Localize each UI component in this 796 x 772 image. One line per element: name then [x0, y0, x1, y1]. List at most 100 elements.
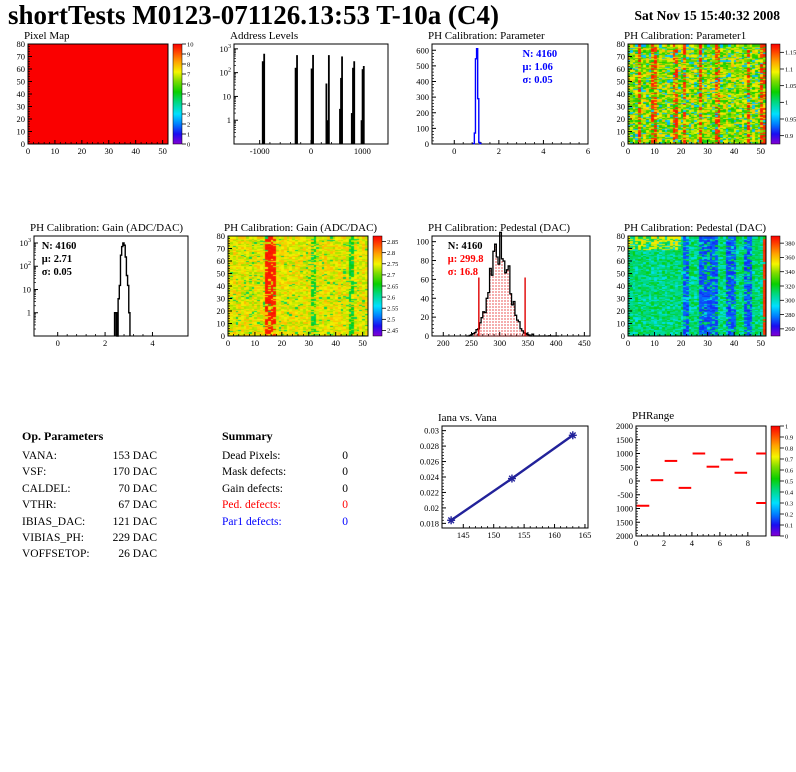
svg-text:70: 70 — [617, 52, 626, 62]
panel-ph-parameter1: PH Calibration: Parameter1 0 10 20 30 40 50 0 1… — [602, 30, 796, 158]
svg-text:450: 450 — [578, 338, 591, 348]
chart-title: PHRange — [632, 410, 675, 422]
svg-text:0: 0 — [425, 139, 429, 149]
svg-text:165: 165 — [579, 530, 592, 540]
chart-title: PH Calibration: Parameter — [428, 30, 545, 42]
svg-text:1.05: 1.05 — [785, 83, 796, 90]
iana-vs-vana-chart: 145 150 155 160 165 0.018 0.02 0.022 0.024 0.026 0… — [402, 412, 598, 542]
row-value: 170 DAC — [112, 466, 157, 479]
summary-row: Ped. defects: 0 — [222, 497, 348, 513]
row-label: Ped. defects: — [222, 499, 281, 512]
chart-canvas: 145 150 155 160 165 0.018 0.02 0.022 0.024 0.026 0… — [420, 425, 592, 540]
svg-text:0.024: 0.024 — [420, 472, 440, 482]
chart-canvas: 0 2 4 6 0 100 200 300 400 500 600 N: 4160 μ: 1.06 σ: … — [416, 43, 590, 156]
row-value: 153 DAC — [112, 450, 157, 462]
svg-text:20: 20 — [677, 146, 686, 156]
svg-text:10: 10 — [650, 338, 659, 348]
svg-text:2: 2 — [662, 538, 666, 548]
svg-text:80: 80 — [17, 39, 26, 49]
panel-ph-parameter: PH Calibration: Parameter 0 2 4 6 0 100 200 300… — [402, 30, 598, 158]
svg-text:500: 500 — [620, 462, 633, 472]
svg-text:0.4: 0.4 — [785, 489, 794, 496]
ph-parameter-chart: 0 2 4 6 0 100 200 300 400 500 600 N: 4160 μ: 1.06 σ: … — [402, 30, 598, 158]
chart-canvas: 0 10 20 30 40 50010203040506070802.452.52.552… — [217, 231, 399, 348]
svg-text:10: 10 — [617, 319, 626, 329]
svg-text:30: 30 — [703, 146, 712, 156]
summary-title: Summary — [222, 429, 273, 443]
svg-text:8: 8 — [746, 538, 750, 548]
panel-iana-vs-vana: Iana vs. Vana 145 150 155 160 165 0.018 0.02 0.… — [402, 412, 598, 542]
svg-text:80: 80 — [421, 256, 430, 266]
svg-text:0.6: 0.6 — [785, 467, 794, 474]
heatmap-cells — [228, 236, 368, 336]
svg-text:40: 40 — [421, 293, 430, 303]
chart-canvas: 200 250 300 350 400 450 0 20 40 60 80 100 N: 4160 μ: … — [416, 231, 591, 348]
svg-text:0.3: 0.3 — [785, 500, 793, 507]
svg-text:0.9: 0.9 — [785, 133, 793, 140]
svg-text:1: 1 — [187, 131, 190, 138]
svg-text:102: 102 — [19, 261, 31, 271]
op-parameters-block: Op. Parameters VANA: 153 DAC VSF: 170 DAC CA… — [22, 429, 157, 563]
svg-text:10: 10 — [51, 146, 60, 156]
svg-text:N: 4160: N: 4160 — [448, 241, 483, 252]
pedestal-hist-chart: 200 250 300 350 400 450 0 20 40 60 80 100 N: 4160 μ: … — [402, 222, 598, 350]
op-parameters-title: Op. Parameters — [22, 429, 104, 443]
colorbar — [770, 235, 781, 337]
svg-text:0.95: 0.95 — [785, 116, 796, 123]
parameter-row: VANA: 153 DAC — [22, 448, 157, 464]
svg-text:40: 40 — [331, 338, 340, 348]
svg-text:200: 200 — [416, 108, 429, 118]
svg-text:0.03: 0.03 — [424, 426, 439, 436]
panel-address-levels: Address Levels -1000 0 1000 1 10 102 103 — [202, 30, 398, 158]
row-value: 26 DAC — [118, 548, 157, 561]
parameter-row: CALDEL: 70 DAC — [22, 481, 157, 497]
svg-text:40: 40 — [617, 281, 626, 291]
panel-pixel-map: Pixel Map 0 10 20 30 40 50 0 10 20 30 40 50 60 70 80 0 1… — [2, 30, 198, 158]
svg-text:2.7: 2.7 — [387, 272, 396, 279]
svg-text:0: 0 — [634, 538, 638, 548]
svg-text:1000: 1000 — [616, 504, 633, 514]
chart-title: PH Calibration: Gain (ADC/DAC) — [224, 222, 378, 234]
svg-text:60: 60 — [617, 256, 626, 266]
svg-text:0.026: 0.026 — [420, 457, 439, 467]
svg-text:N: 4160: N: 4160 — [42, 241, 77, 252]
svg-text:40: 40 — [730, 338, 739, 348]
svg-text:2.8: 2.8 — [387, 250, 395, 257]
svg-text:0: 0 — [452, 146, 456, 156]
svg-text:20: 20 — [78, 146, 87, 156]
phrange-chart: 0 2 4 6 8 2000 1500 1000 500 0 -500 1000 1500 2000 0 0.… — [602, 410, 796, 552]
svg-text:0: 0 — [621, 331, 625, 341]
colorbar — [770, 43, 781, 145]
svg-text:-500: -500 — [617, 490, 633, 500]
chart-title: Pixel Map — [24, 30, 70, 42]
svg-text:80: 80 — [217, 231, 226, 241]
svg-text:200: 200 — [437, 338, 450, 348]
svg-text:1: 1 — [27, 308, 31, 318]
svg-text:103: 103 — [219, 44, 231, 54]
svg-text:40: 40 — [730, 146, 739, 156]
svg-text:2.5: 2.5 — [387, 317, 395, 324]
svg-text:380: 380 — [785, 240, 795, 247]
svg-text:0: 0 — [56, 338, 60, 348]
svg-text:1500: 1500 — [616, 435, 633, 445]
chart-title: PH Calibration: Pedestal (DAC) — [428, 222, 571, 234]
svg-text:N: 4160: N: 4160 — [522, 49, 557, 60]
svg-text:0: 0 — [621, 139, 625, 149]
svg-text:2.65: 2.65 — [387, 283, 398, 290]
svg-text:70: 70 — [617, 244, 626, 254]
svg-text:60: 60 — [17, 64, 26, 74]
svg-text:10: 10 — [17, 127, 26, 137]
svg-text:30: 30 — [617, 102, 626, 112]
svg-text:10: 10 — [217, 319, 226, 329]
svg-text:4: 4 — [150, 338, 155, 348]
svg-text:6: 6 — [718, 538, 722, 548]
row-value: 229 DAC — [112, 532, 157, 545]
svg-text:10: 10 — [617, 127, 626, 137]
svg-text:2.45: 2.45 — [387, 328, 398, 335]
summary-row: Par1 defects: 0 — [222, 514, 348, 530]
chart-canvas: 0 10 20 30 40 5001020304050607080260280300320… — [617, 231, 795, 348]
svg-text:0: 0 — [425, 331, 429, 341]
chart-title: PH Calibration: Gain (ADC/DAC) — [30, 222, 184, 234]
panel-phrange: PHRange 0 2 4 6 8 2000 1500 1000 500 0 -500 1000 150… — [602, 410, 796, 552]
svg-text:30: 30 — [17, 102, 26, 112]
